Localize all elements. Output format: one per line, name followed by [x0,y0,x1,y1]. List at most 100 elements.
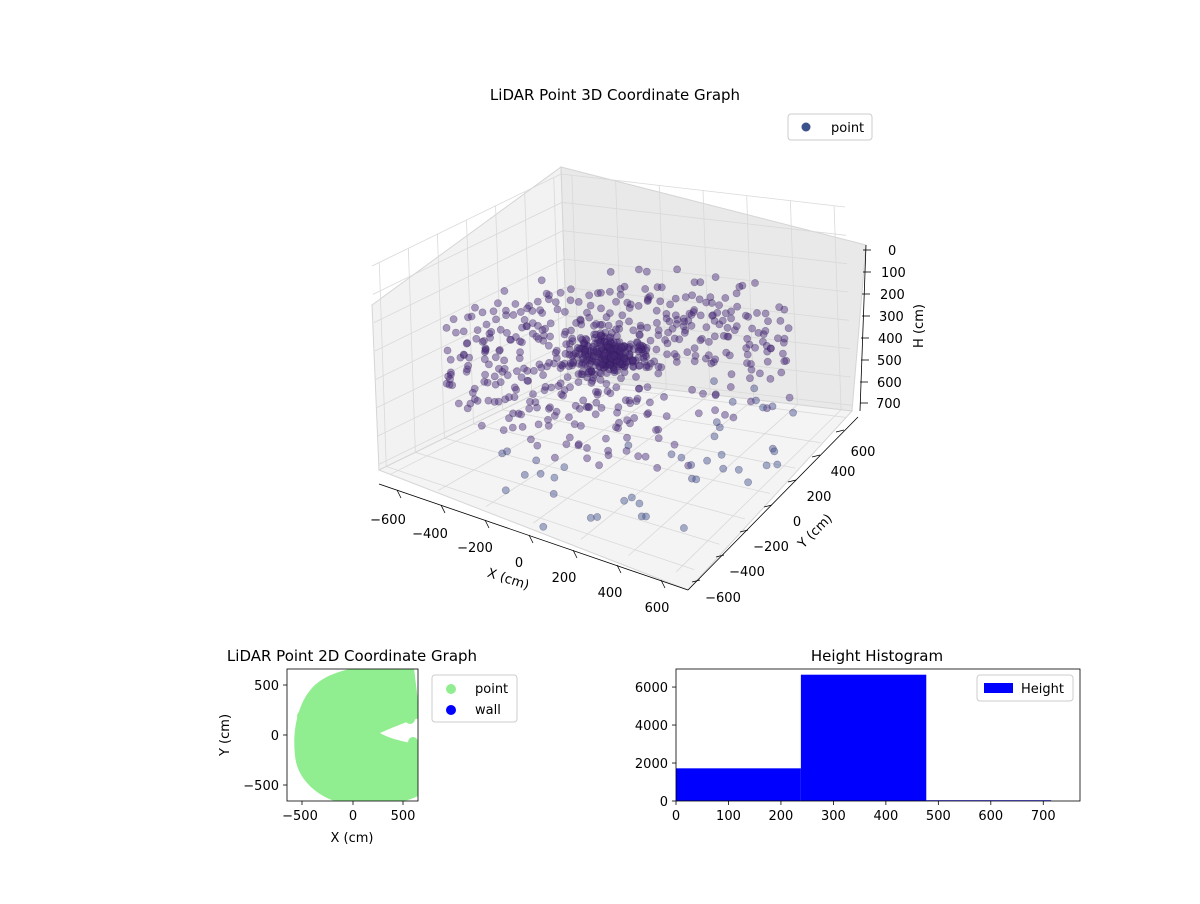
y-tick-label-2d: 500 [254,679,279,694]
scatter-point-3d [546,319,555,328]
scatter-point-3d [711,355,720,364]
scatter-point-3d [753,309,761,317]
scatter-point-3d [666,300,674,309]
scatter-point-3d [614,358,623,367]
scatter-point-3d [768,444,777,453]
scatter-point-3d [634,384,643,393]
grid-line [675,409,842,573]
scatter-point-3d [602,379,611,388]
scatter-point-3d [481,346,490,355]
scatter-point-3d [551,348,560,357]
scatter-point-3d [607,359,616,367]
scatter-point-3d [500,364,509,373]
scatter-point-3d [569,359,578,367]
scatter-point-3d [566,359,575,368]
scatter-point-3d [626,340,635,349]
scatter-point-3d [612,383,621,392]
scatter-point-3d [696,278,705,287]
scatter-point-3d [692,475,701,484]
y-tick-label: 400 [831,465,856,480]
scatter-point-3d [581,347,590,356]
scatter-point-3d [779,338,788,347]
scatter-point-3d [646,292,654,301]
scatter-point-3d [616,354,625,363]
scatter-point-3d [690,278,699,287]
scatter-point-3d [601,361,610,370]
scatter-point-3d [598,360,607,369]
scatter-point-3d [550,473,559,482]
scatter-point-3d [702,354,710,363]
scatter-point-3d [595,338,604,347]
plot-2d: LiDAR Point 2D Coordinate Graph −500 0 5… [218,647,518,846]
scatter-point-3d [496,325,505,334]
scatter-point-3d [484,360,493,369]
scatter-point-3d [442,379,451,388]
grid-line [531,395,821,444]
scatter-point-3d [629,356,637,365]
scatter-point-3d [619,356,628,365]
scatter-point-3d [644,296,652,304]
scatter-point-3d [681,326,690,335]
scatter-point-3d [528,319,537,327]
scatter-point-3d [565,345,574,354]
scatter-point-3d [505,414,513,423]
scatter-point-3d [612,423,620,432]
scatter-point-3d [536,306,544,315]
scatter-point-3d [546,403,554,412]
scatter-point-3d [597,354,605,363]
grid-line [371,173,846,267]
scatter-point-3d [592,387,600,396]
scatter-point-3d [513,367,521,376]
scatter-point-3d [598,345,607,353]
scatter-point-3d [635,330,644,339]
scatter-point-3d [618,360,626,369]
scatter-point-3d [625,396,634,405]
scatter-point-3d [580,348,589,357]
scatter-point-3d [594,388,603,397]
scatter-point-3d [735,282,744,291]
scatter-point-3d [587,379,596,387]
scatter-point-3d [502,328,511,337]
scatter-point-3d [633,394,642,403]
scatter-point-3d [523,304,532,313]
scatter-point-3d [538,326,547,334]
scatter-point-3d [572,319,580,327]
scatter-point-3d [747,365,756,374]
scatter-point-3d [459,350,468,359]
scatter-point-3d [696,311,705,320]
scatter-point-3d [596,331,605,340]
scatter-point-3d [618,311,627,320]
scatter-point-3d [575,350,584,358]
scatter-point-3d [590,370,599,379]
scatter-point-3d [604,344,613,353]
scatter-point-3d [606,360,615,369]
y-tick-mark [787,479,797,483]
scatter-point-3d [625,342,634,351]
scatter-point-3d [777,368,786,377]
scatter-point-3d [620,368,629,377]
scatter-point-3d [606,344,615,353]
z-tick-label: 100 [881,266,906,281]
scatter-point-3d [606,389,615,398]
scatter-point-3d [592,347,601,356]
scatter-point-3d [625,350,634,359]
scatter-point-3d [581,334,590,343]
scatter-point-3d [606,356,614,365]
x-tick-mark [440,504,446,514]
scatter-point-3d [694,409,703,418]
scatter-point-3d [615,338,624,346]
scatter-point-3d [751,343,759,352]
scatter-point-3d [761,326,770,335]
scatter-point-3d [514,409,523,418]
scatter-point-3d [607,338,616,347]
scatter-point-3d [774,334,782,343]
scatter-point-3d [748,324,756,333]
scatter-point-3d [490,397,499,406]
scatter-point-3d [446,370,455,379]
scatter-point-3d [594,336,603,345]
scatter-point-3d [535,360,544,369]
scatter-point-3d [597,331,606,340]
scatter-point-3d [789,408,797,417]
scatter-point-3d [591,361,600,370]
scatter-point-3d [766,344,775,353]
